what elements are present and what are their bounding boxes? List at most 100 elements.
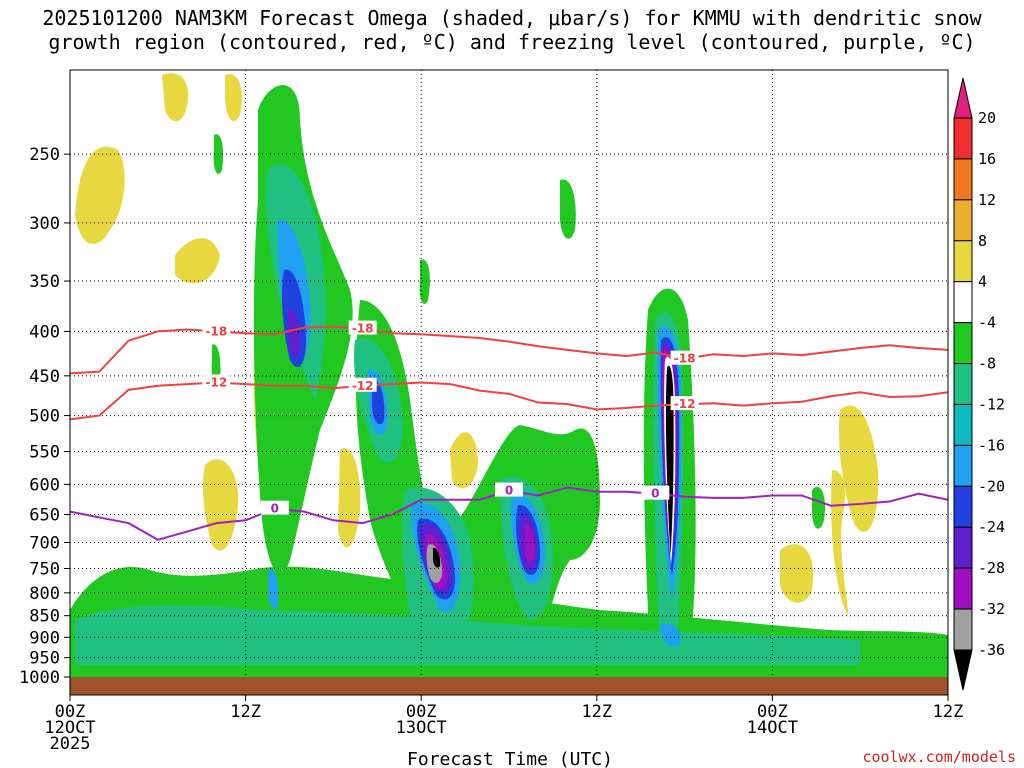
x-axis-title: Forecast Time (UTC) (407, 749, 613, 768)
x-tick-label: 12Z (230, 702, 261, 722)
pos-patch (202, 459, 239, 551)
pos-patch (75, 146, 125, 245)
colorbar-box (953, 158, 973, 201)
contour-label-bg (641, 485, 670, 500)
pos-patch (162, 73, 189, 122)
colorbar-box (953, 403, 973, 446)
colorbar-bottom-arrow (953, 649, 973, 691)
plot-border (69, 69, 949, 696)
colorbar-box (953, 444, 973, 487)
colorbar-label: 12 (978, 191, 996, 209)
colorbar-box (953, 526, 973, 569)
y-tick-label: 950 (29, 649, 60, 669)
y-tick-label: 600 (29, 475, 60, 495)
colorbar-label: -32 (978, 600, 1005, 618)
colorbar-label: 20 (978, 109, 996, 127)
colorbar-label: -28 (978, 559, 1005, 577)
y-tick-label: 1000 (19, 668, 60, 688)
pos-patch (225, 74, 242, 122)
y-tick-label: 300 (29, 214, 60, 234)
colorbar-label: -20 (978, 477, 1005, 495)
x-tick-label: 00Z (757, 702, 788, 722)
contour-label: 0 (651, 487, 659, 501)
pos-patch (780, 544, 814, 603)
neg-blue-patch (660, 623, 681, 647)
contour-label: -18 (352, 322, 374, 336)
y-tick-label: 800 (29, 584, 60, 604)
contour-label: 0 (505, 484, 513, 498)
contour-label-bg (670, 350, 699, 365)
contour-label-bg (202, 374, 231, 389)
contour-label-bg (202, 323, 231, 338)
colorbar-box (953, 322, 973, 365)
colorbar: 20 16 12 8 4 -4 -8 -12 -16 -20 -24 -28 -32 -36 (953, 77, 1005, 691)
credit-link[interactable]: coolwx.com/models (862, 748, 1016, 766)
contour-label-bg (348, 377, 377, 392)
x-tick-label: 12Z (581, 702, 612, 722)
colorbar-label: -16 (978, 436, 1005, 454)
x-tick-label: 14OCT (747, 718, 798, 738)
y-tick-label: 550 (29, 443, 60, 463)
y-tick-label: 500 (29, 407, 60, 427)
colorbar-box (953, 281, 973, 324)
colorbar-label: -24 (978, 518, 1005, 536)
y-tick-label: 850 (29, 607, 60, 627)
y-tick-label: 400 (29, 322, 60, 342)
colorbar-box (953, 363, 973, 405)
contour-label-bg (670, 396, 699, 411)
contour-label-bg (495, 482, 523, 497)
contour-layer: -18 -18 -18 -12 -12 -12 0 0 0 (70, 320, 948, 541)
colorbar-top-arrow (953, 77, 973, 119)
chart-title-line2: growth region (contoured, red, ºC) and f… (48, 30, 975, 54)
neg-blue-patch (268, 569, 279, 610)
contour-label: -12 (205, 375, 227, 389)
contour-label: 0 (271, 502, 279, 516)
pos-patch (839, 405, 879, 532)
x-tick-label: 00Z (406, 702, 437, 722)
x-tick-label: 12Z (933, 702, 964, 722)
x-tick-label: 12OCT (44, 718, 95, 738)
contour-freezing_0 (70, 486, 948, 541)
colorbar-box (953, 240, 973, 283)
omega-black-core-small (433, 547, 441, 568)
chart-title-line1: 2025101200 NAM3KM Forecast Omega (shaded… (42, 6, 982, 30)
x-tick-label: 2025 (50, 734, 91, 754)
omega-black-core-large (665, 365, 674, 555)
x-tick-label: 13OCT (396, 718, 447, 738)
contour-label: -18 (205, 324, 227, 338)
y-tick-label: 350 (29, 272, 60, 292)
contour-label: -12 (674, 397, 696, 411)
neg-purple-patch (525, 524, 535, 562)
colorbar-label: 16 (978, 150, 996, 168)
colorbar-box (953, 485, 973, 528)
y-tick-label: 900 (29, 628, 60, 648)
pos-patch (450, 432, 478, 489)
neg-green-patch (812, 486, 826, 529)
neg-green-patch (211, 344, 221, 384)
colorbar-label: -12 (978, 395, 1005, 413)
colorbar-box (953, 608, 973, 651)
x-tick-label: 00Z (55, 702, 86, 722)
neg-green-patch (419, 259, 430, 304)
y-tick-label: 450 (29, 367, 60, 387)
pos-patch (175, 238, 220, 284)
colorbar-box (953, 117, 973, 160)
y-tick-label: 750 (29, 560, 60, 580)
y-tick-label: 700 (29, 533, 60, 553)
neg-indigo-patch (288, 309, 301, 357)
neg-green-patch (560, 179, 576, 239)
colorbar-label: 8 (978, 232, 987, 250)
colorbar-label: -4 (978, 314, 996, 332)
colorbar-label: 4 (978, 273, 987, 291)
colorbar-box (953, 567, 973, 610)
contour-label: -18 (674, 352, 696, 366)
ground-strip (70, 677, 948, 695)
colorbar-box (953, 199, 973, 242)
colorbar-label: -8 (978, 355, 996, 373)
contour-label-bg (260, 500, 289, 515)
contour-label: -12 (352, 379, 374, 393)
y-tick-label: 650 (29, 506, 60, 526)
y-axis: 2503003504004505005506006507007508008509… (19, 145, 70, 688)
